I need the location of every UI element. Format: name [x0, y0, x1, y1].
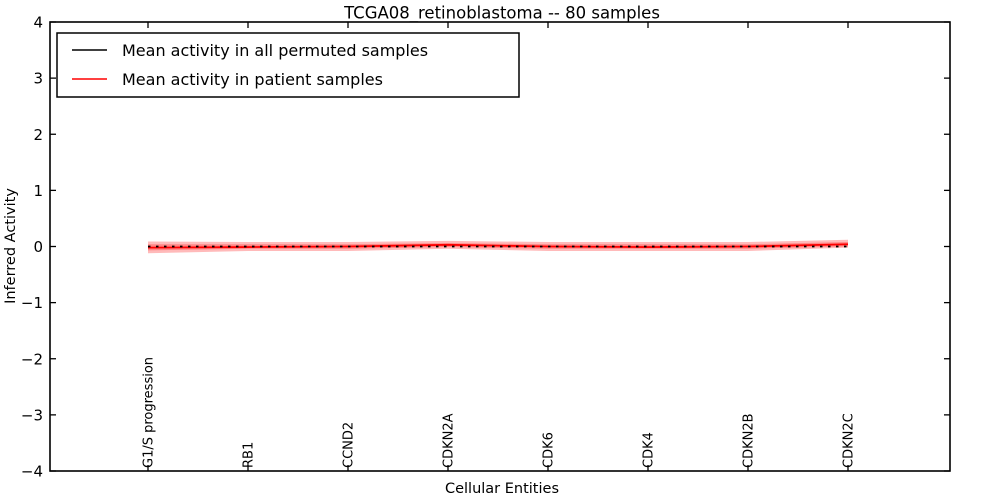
- legend-label-permuted-samples: Mean activity in all permuted samples: [122, 41, 428, 60]
- legend-box: [56, 32, 520, 98]
- y-tick-label: 3: [33, 70, 43, 88]
- x-tick-label: RB1: [242, 442, 257, 468]
- y-tick-label: 0: [33, 238, 43, 256]
- y-tick-label: −2: [21, 350, 43, 368]
- y-tick-label: −3: [21, 406, 43, 424]
- y-tick-label: −1: [21, 294, 43, 312]
- chart-title: TCGA08_retinoblastoma -- 80 samples: [343, 4, 660, 24]
- y-tick-label: 1: [33, 182, 43, 200]
- x-axis-label: Cellular Entities: [445, 481, 559, 497]
- y-axis-label: Inferred Activity: [3, 188, 19, 304]
- y-tick-label: 2: [33, 126, 43, 144]
- y-tick-label: 4: [33, 14, 43, 32]
- plot-area: 4 3 2 1 0 −1 −2 −3 −4 G1/S progression RB1 CCND2 CDK…: [21, 14, 950, 481]
- x-tick-label: CDK6: [542, 432, 557, 468]
- legend-label-patient-samples: Mean activity in patient samples: [122, 70, 383, 89]
- x-tick-label: CDKN2C: [842, 413, 857, 468]
- x-tick-label: CCND2: [342, 422, 357, 468]
- y-tick-label: −4: [21, 463, 43, 481]
- x-tick-label: G1/S progression: [142, 357, 157, 468]
- x-tick-label: CDKN2B: [742, 413, 757, 468]
- legend: Mean activity in all permuted samples Me…: [56, 32, 520, 98]
- plot-border: [49, 21, 951, 472]
- x-tick-label: CDKN2A: [442, 413, 457, 468]
- x-tick-label: CDK4: [642, 432, 657, 468]
- series-line-patient: [147, 243, 849, 249]
